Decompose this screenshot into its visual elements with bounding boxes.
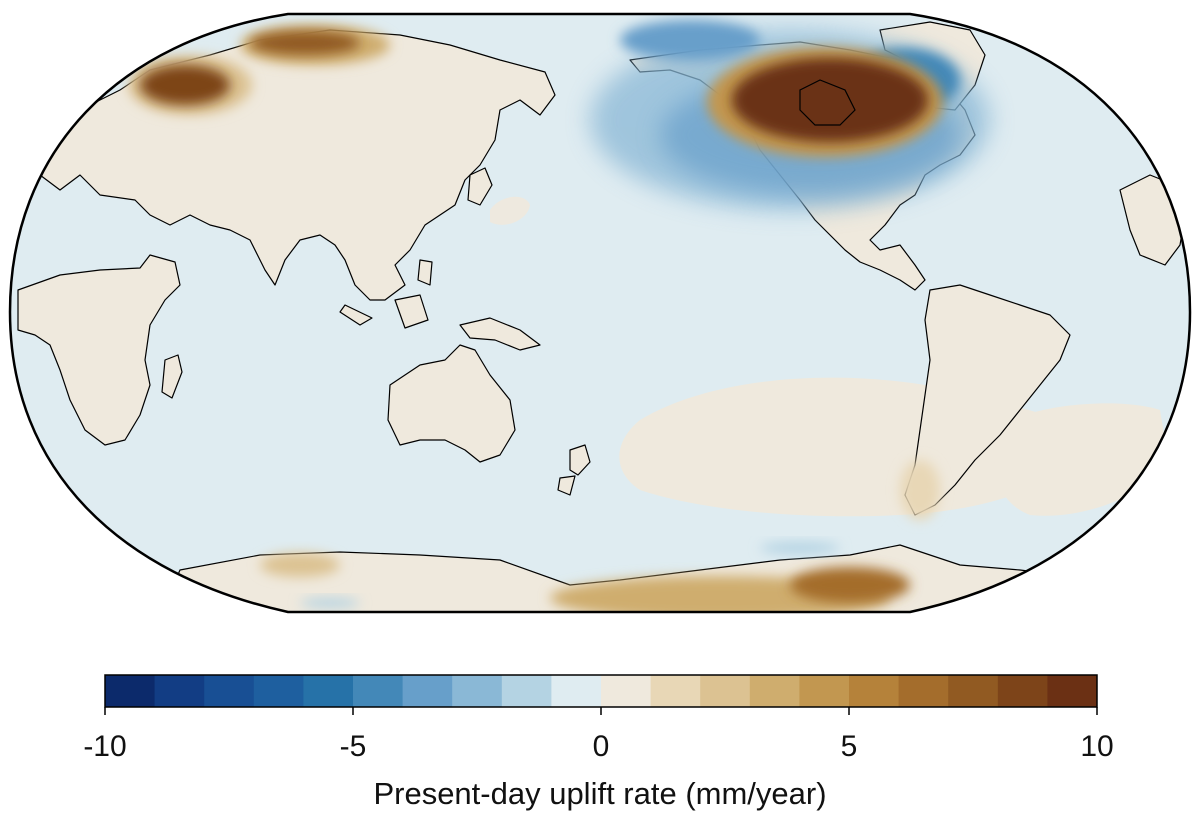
antarctic-uplift-ross xyxy=(260,553,340,577)
borneo-land xyxy=(394,294,429,329)
pacific-small-beige-patch xyxy=(490,196,530,225)
colorbar-cell xyxy=(105,675,156,707)
colorbar-cell xyxy=(650,675,701,707)
sumatra-land xyxy=(339,304,373,326)
antarctic-coast-subsidence xyxy=(300,598,360,608)
laurentide-uplift-core xyxy=(732,58,928,142)
colorbar-cell xyxy=(1047,675,1098,707)
antarctic-uplift-west xyxy=(790,567,910,603)
colorbar-cell xyxy=(997,675,1048,707)
patagonia-uplift xyxy=(900,460,940,520)
colorbar-cell xyxy=(799,675,850,707)
colorbar-cell xyxy=(204,675,255,707)
southern-ocean-subsidence xyxy=(760,542,840,554)
madagascar-land xyxy=(161,354,183,399)
colorbar-cell xyxy=(700,675,751,707)
colorbar-cell xyxy=(749,675,800,707)
colorbar-tick-label: -5 xyxy=(339,730,367,763)
colorbar-ticks xyxy=(104,707,1098,715)
new-guinea-land xyxy=(459,317,541,351)
colorbar-cell xyxy=(501,675,552,707)
colorbar-cell xyxy=(849,675,900,707)
new-zealand-land xyxy=(557,444,591,496)
colorbar-cell xyxy=(402,675,453,707)
south-atlantic-beige-patch xyxy=(994,403,1170,516)
hudson-bay-coast xyxy=(799,79,856,126)
colorbar-label: Present-day uplift rate (mm/year) xyxy=(373,776,827,811)
colorbar-cell xyxy=(948,675,999,707)
colorbar-cell xyxy=(601,675,652,707)
colorbar-cell xyxy=(353,675,404,707)
south-america-land xyxy=(904,284,1071,516)
philippines-land xyxy=(417,259,433,286)
colorbar-cell xyxy=(551,675,602,707)
colorbar-cell xyxy=(303,675,354,707)
colorbar-border xyxy=(104,674,1098,708)
colorbar xyxy=(104,674,1098,715)
colorbar-tick-label: 10 xyxy=(1080,730,1114,763)
colorbar-cell xyxy=(253,675,304,707)
barents-uplift-core xyxy=(250,31,360,55)
fennoscandia-uplift-core xyxy=(140,65,230,105)
colorbar-cell xyxy=(898,675,949,707)
colorbar-tick-label: 5 xyxy=(840,730,858,763)
colorbar-cell xyxy=(154,675,205,707)
japan-land xyxy=(467,167,493,206)
colorbar-tick-label: -10 xyxy=(83,730,127,763)
world-map xyxy=(8,12,1192,614)
australia-land xyxy=(387,344,516,463)
arctic-subsidence xyxy=(620,20,760,60)
africa-land xyxy=(17,254,181,446)
colorbar-cell xyxy=(452,675,503,707)
uplift-anomalies xyxy=(128,20,990,612)
map-field xyxy=(10,14,1190,612)
colorbar-tick-label: 0 xyxy=(592,730,610,763)
map-frame xyxy=(8,12,1192,614)
colorbar-cells xyxy=(105,675,1098,707)
